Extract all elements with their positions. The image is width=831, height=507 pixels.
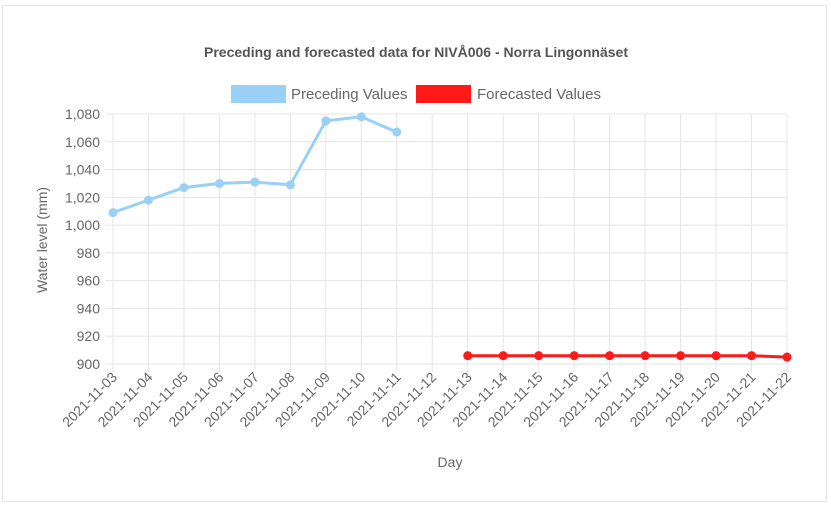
y-tick-label: 1,020 — [65, 189, 100, 205]
y-tick-label: 960 — [77, 273, 101, 289]
data-point[interactable] — [463, 351, 473, 361]
series-line-1 — [467, 354, 788, 359]
y-tick-label: 1,000 — [65, 217, 100, 233]
data-point[interactable] — [782, 352, 792, 362]
legend-item-preceding[interactable]: Preceding Values — [231, 85, 407, 103]
data-point[interactable] — [250, 177, 260, 187]
data-point[interactable] — [143, 195, 153, 205]
x-axis-ticks: 2021-11-032021-11-042021-11-052021-11-06… — [59, 369, 794, 430]
data-point[interactable] — [498, 351, 508, 361]
grid — [105, 113, 788, 372]
legend-label-forecasted: Forecasted Values — [477, 86, 601, 103]
data-point[interactable] — [747, 351, 757, 361]
data-point[interactable] — [676, 351, 686, 361]
data-points — [108, 112, 792, 362]
y-tick-label: 920 — [77, 328, 101, 344]
data-point[interactable] — [711, 351, 721, 361]
y-tick-label: 940 — [77, 300, 101, 316]
data-point[interactable] — [285, 180, 295, 190]
y-tick-label: 1,080 — [65, 106, 100, 122]
data-point[interactable] — [179, 183, 189, 193]
data-point[interactable] — [569, 351, 579, 361]
x-axis-label: Day — [438, 454, 463, 470]
data-point[interactable] — [214, 178, 224, 188]
legend-item-forecasted[interactable]: Forecasted Values — [416, 85, 601, 103]
y-tick-label: 980 — [77, 245, 101, 261]
data-point[interactable] — [534, 351, 544, 361]
data-point[interactable] — [640, 351, 650, 361]
data-point[interactable] — [321, 116, 331, 126]
y-tick-label: 900 — [77, 356, 101, 372]
series-lines — [112, 115, 788, 359]
legend-swatch-preceding — [231, 85, 286, 103]
chart-frame — [2, 5, 827, 502]
data-point[interactable] — [605, 351, 615, 361]
legend-swatch-forecasted — [416, 85, 471, 103]
legend: Preceding Values Forecasted Values — [231, 85, 601, 103]
y-axis-label: Water level (mm) — [34, 187, 50, 293]
data-point[interactable] — [108, 208, 118, 218]
y-tick-label: 1,060 — [65, 134, 100, 150]
chart-title: Preceding and forecasted data for NIVÅ00… — [204, 44, 628, 60]
y-axis-ticks: 900 920 940 960 980 1,000 1,020 1,040 1,060 1,080 — [65, 106, 100, 372]
legend-label-preceding: Preceding Values — [291, 86, 407, 103]
data-point[interactable] — [356, 112, 366, 122]
data-point[interactable] — [392, 127, 402, 137]
y-tick-label: 1,040 — [65, 162, 100, 178]
